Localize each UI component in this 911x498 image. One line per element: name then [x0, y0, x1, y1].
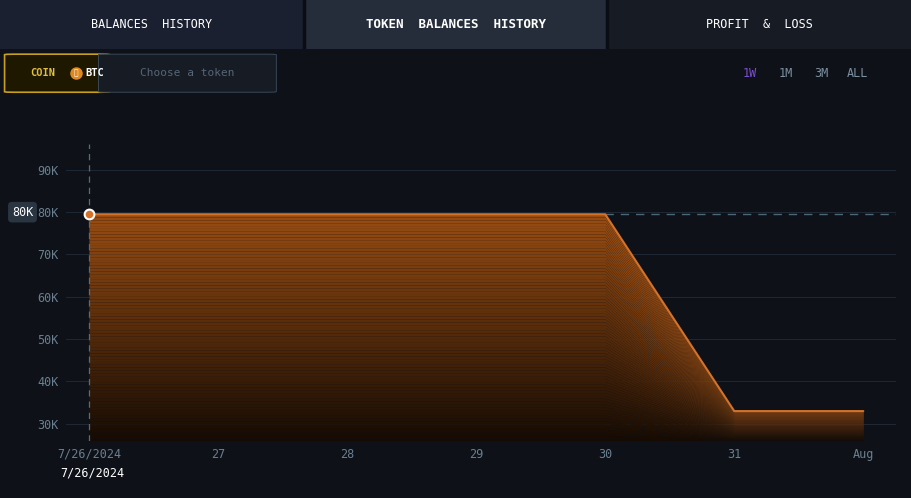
Text: ₿: ₿ [73, 69, 78, 78]
Text: 3M: 3M [813, 67, 827, 80]
FancyBboxPatch shape [98, 54, 276, 92]
Text: BALANCES  HISTORY: BALANCES HISTORY [91, 18, 212, 31]
Bar [0, 0, 303, 49]
Bar [607, 0, 911, 49]
Text: ALL: ALL [845, 67, 867, 80]
Text: Choose a token: Choose a token [139, 68, 234, 78]
Text: TOKEN  BALANCES  HISTORY: TOKEN BALANCES HISTORY [365, 18, 545, 31]
Text: 1W: 1W [742, 67, 756, 80]
Text: COIN: COIN [30, 68, 55, 78]
Text: BTC: BTC [86, 68, 105, 78]
FancyBboxPatch shape [5, 54, 109, 92]
Text: 1M: 1M [778, 67, 793, 80]
Text: 7/26/2024: 7/26/2024 [60, 467, 124, 480]
Text: 80K: 80K [12, 206, 33, 219]
Bar [303, 0, 607, 49]
Text: PROFIT  &  LOSS: PROFIT & LOSS [705, 18, 813, 31]
